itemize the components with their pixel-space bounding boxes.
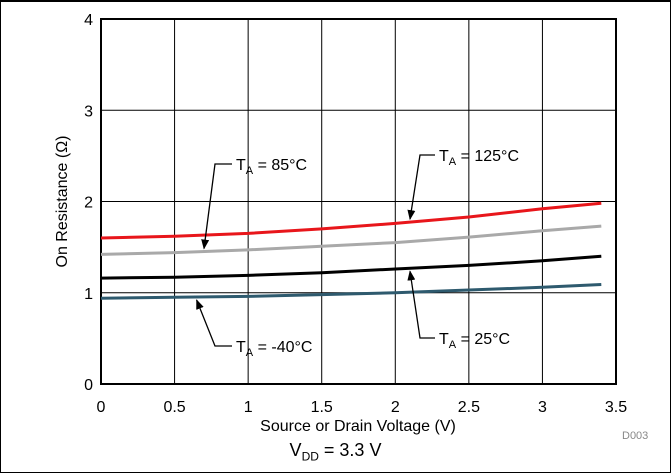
annotation-label-main: T <box>439 148 449 165</box>
annotation-label-main: T <box>236 339 246 356</box>
annotation-label-sub: A <box>449 339 457 351</box>
annotation-label-sub: A <box>246 165 254 177</box>
x-tick-label-4: 2 <box>391 399 400 416</box>
figure-id: D003 <box>622 430 649 442</box>
caption-sub: DD <box>301 449 319 464</box>
y-tick-label-4: 4 <box>84 12 93 29</box>
annotation-label-1: TA = 125°C <box>439 148 519 168</box>
annotation-label-sub: A <box>449 156 457 168</box>
x-axis-label: Source or Drain Voltage (V) <box>260 418 456 435</box>
annotation-label-main: T <box>439 331 449 348</box>
plot-area <box>100 18 617 385</box>
y-tick-label-0: 0 <box>84 377 93 394</box>
annotation-label-0: TA = 85°C <box>236 157 307 177</box>
x-tick-label-1: 0.5 <box>163 399 185 416</box>
x-tick-label-7: 3.5 <box>605 399 627 416</box>
annotation-label-main: T <box>236 157 246 174</box>
x-tick-label-0: 0 <box>97 399 106 416</box>
annotation-label-2: TA = -40°C <box>236 339 312 359</box>
caption-main: V <box>289 440 302 460</box>
series-line-1 <box>100 224 602 256</box>
series-line-3 <box>100 283 602 300</box>
caption: VDD = 3.3 V <box>0 440 671 464</box>
annotation-label-rest: = 125°C <box>456 148 519 165</box>
annotation-label-3: TA = 25°C <box>439 331 510 351</box>
annotation-leader-2 <box>196 299 232 347</box>
annotation-label-rest: = -40°C <box>253 339 312 356</box>
x-tick-label-5: 2.5 <box>458 399 480 416</box>
series-line-2 <box>100 254 602 280</box>
y-tick-label-3: 3 <box>84 103 93 120</box>
annotation-leader-3 <box>407 270 435 339</box>
y-tick-label-2: 2 <box>84 195 93 212</box>
annotation-label-rest: = 25°C <box>456 331 510 348</box>
x-tick-label-3: 1.5 <box>311 399 333 416</box>
x-tick-label-6: 3 <box>538 399 547 416</box>
y-tick-label-1: 1 <box>84 286 93 303</box>
x-tick-label-2: 1 <box>244 399 253 416</box>
y-axis-label: On Resistance (Ω) <box>54 136 71 268</box>
annotation-label-sub: A <box>246 347 254 359</box>
annotation-leader-0 <box>201 163 232 250</box>
caption-rest: = 3.3 V <box>318 440 382 460</box>
annotation-label-rest: = 85°C <box>253 157 307 174</box>
series-line-0 <box>100 201 602 240</box>
annotation-leader-1 <box>407 154 435 221</box>
